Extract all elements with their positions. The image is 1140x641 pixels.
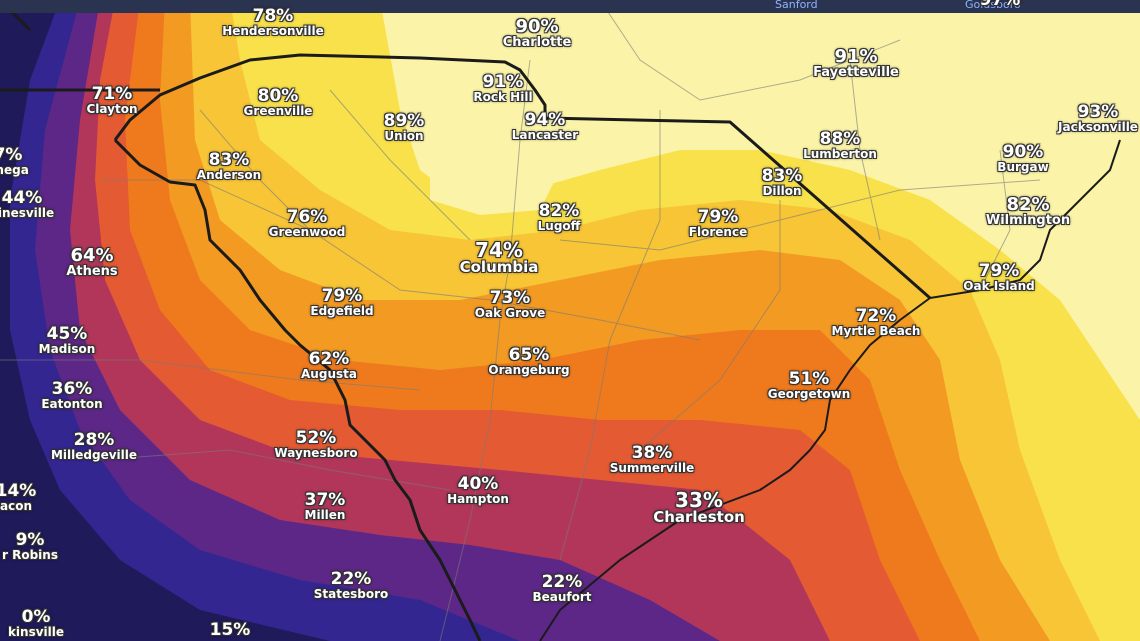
band-pale-yellow xyxy=(380,0,1140,420)
top-bar: Sanford Goldsboro xyxy=(0,0,1140,13)
nc-coast xyxy=(929,139,1121,299)
road-network xyxy=(0,0,1041,641)
sc-ga-border xyxy=(113,138,482,641)
top-label-sanford: Sanford xyxy=(775,0,818,11)
sc-coast xyxy=(539,297,931,641)
sc-north-border xyxy=(113,53,931,300)
band-pale-yellow-patch xyxy=(430,150,560,215)
top-label-goldsboro: Goldsboro xyxy=(965,0,1021,11)
